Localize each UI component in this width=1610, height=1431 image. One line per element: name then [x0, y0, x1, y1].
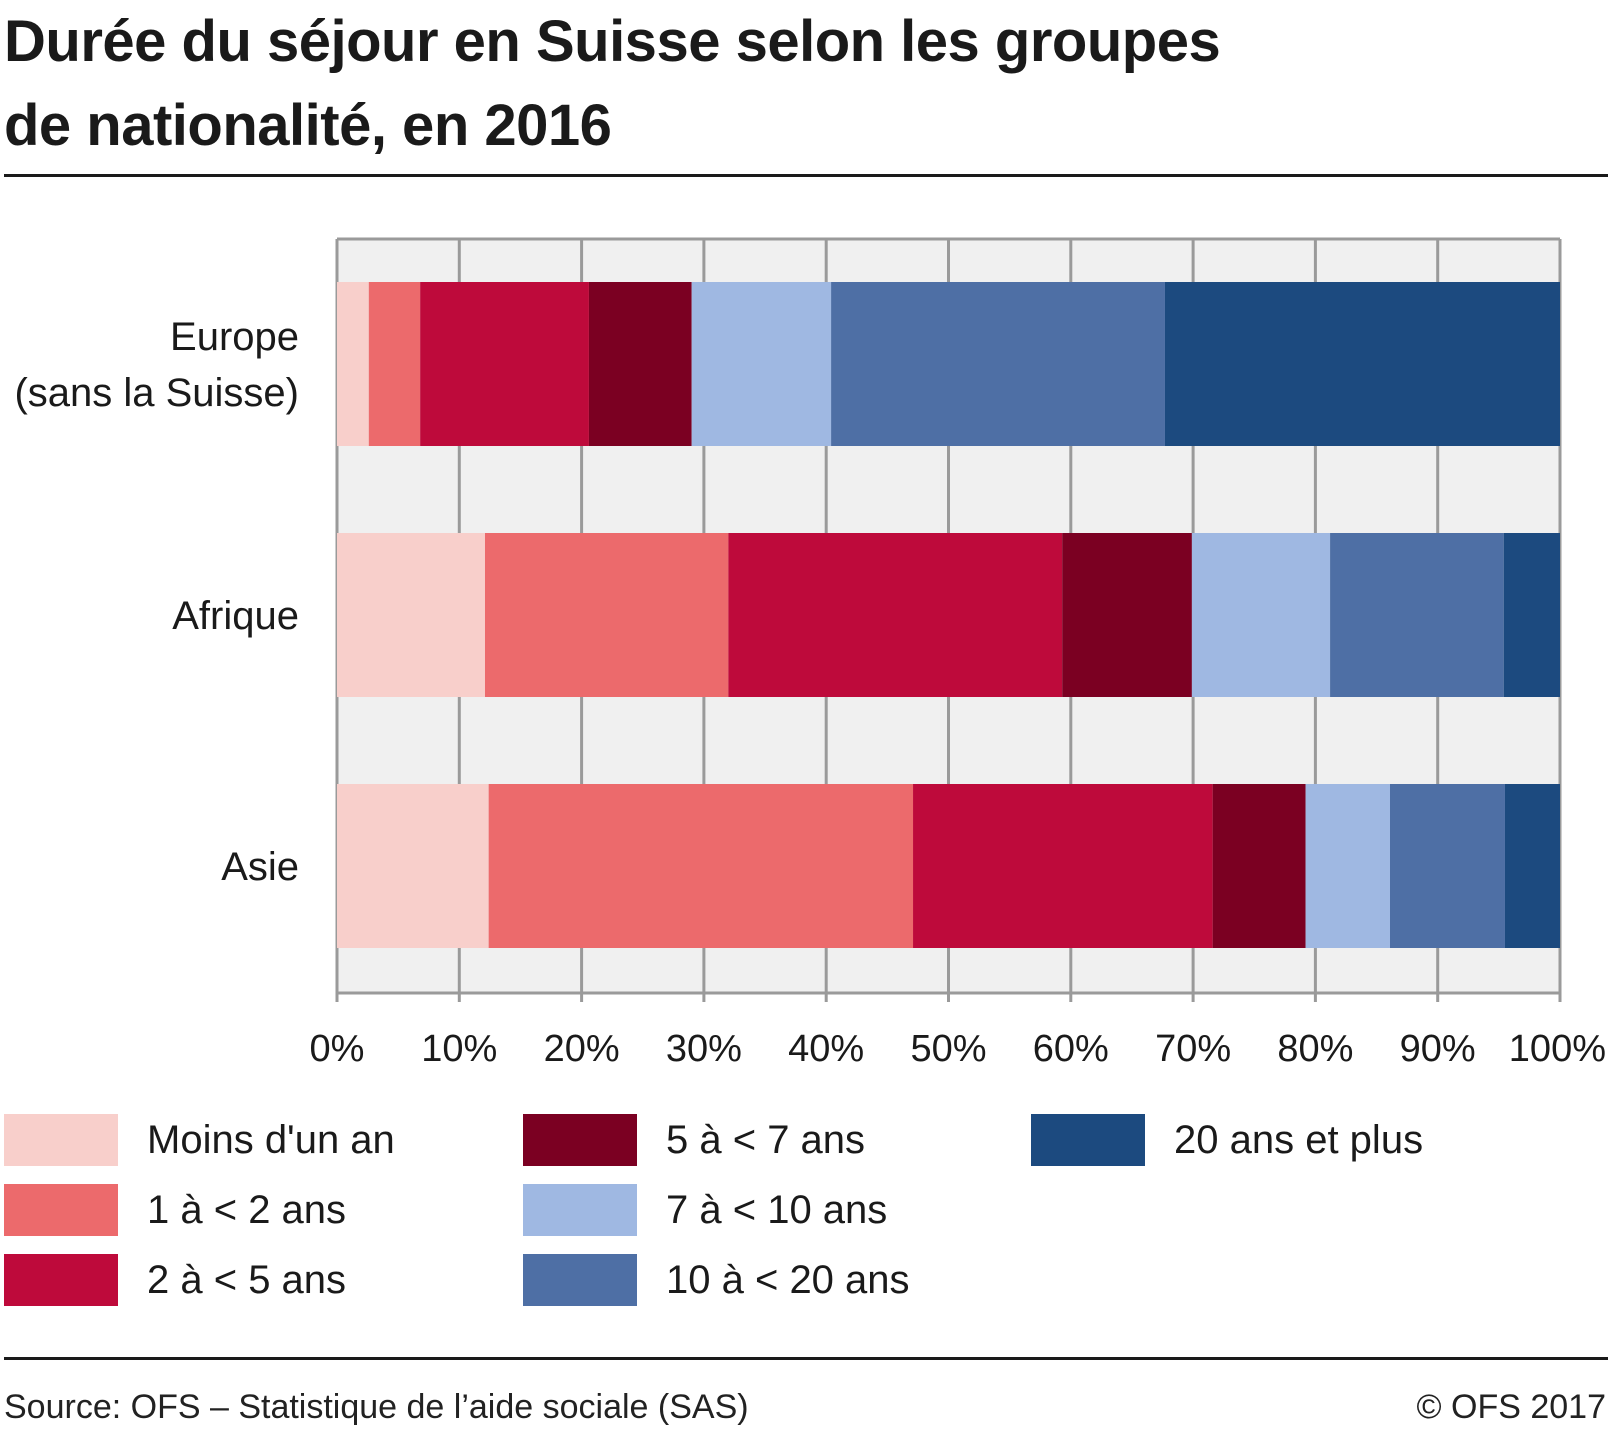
x-tick-label: 10%: [421, 1028, 497, 1070]
bar-segment: [337, 282, 369, 446]
x-tick-label: 70%: [1155, 1028, 1231, 1070]
bar-segment: [1062, 533, 1192, 697]
bar-segment: [337, 784, 489, 948]
bar-segment: [1330, 533, 1504, 697]
top-divider: [4, 174, 1608, 177]
x-tick-label: 0%: [310, 1028, 365, 1070]
bar-segment: [484, 533, 729, 697]
bottom-divider: [4, 1357, 1608, 1360]
legend-swatch: [523, 1254, 637, 1306]
legend-swatch: [523, 1184, 637, 1236]
bar-segment: [420, 282, 589, 446]
x-tick-label: 100%: [1509, 1028, 1606, 1070]
bar-segment: [1191, 533, 1331, 697]
bar-segment: [368, 282, 421, 446]
bar-segment: [1504, 784, 1560, 948]
source-note: Source: OFS – Statistique de l’aide soci…: [4, 1388, 749, 1426]
bar-segment: [1212, 784, 1306, 948]
bar-segment: [1164, 282, 1560, 446]
legend-label: Moins d'un an: [147, 1118, 395, 1162]
legend-label: 5 à < 7 ans: [666, 1118, 866, 1162]
legend-label: 10 à < 20 ans: [666, 1258, 910, 1302]
stacked-bar-chart: Europe (sans la Suisse) Afrique Asie 0% 10% 2…: [14, 237, 1606, 1070]
x-tick-labels: 0% 10% 20% 30% 40% 50% 60% 70% 80% 90% 100%: [310, 1028, 1606, 1070]
x-tick-label: 80%: [1277, 1028, 1353, 1070]
bar-segment: [1390, 784, 1505, 948]
bar-segment: [337, 533, 485, 697]
chart-title-line-1: Durée du séjour en Suisse selon les grou…: [4, 9, 1221, 74]
x-tick-label: 30%: [666, 1028, 742, 1070]
legend-swatch: [523, 1114, 637, 1166]
bar-segment: [588, 282, 692, 446]
category-label: Europe (sans la Suisse): [14, 315, 299, 415]
x-tick-label: 90%: [1400, 1028, 1476, 1070]
copyright-note: © OFS 2017: [1416, 1388, 1606, 1426]
x-tick-label: 60%: [1033, 1028, 1109, 1070]
legend-swatch: [4, 1254, 118, 1306]
bar-segment: [1305, 784, 1391, 948]
bar-segment: [691, 282, 832, 446]
category-label: Asie: [221, 845, 299, 889]
bar-segment: [728, 533, 1063, 697]
bar-segment: [1503, 533, 1560, 697]
bar-segment: [488, 784, 914, 948]
legend-swatch: [4, 1184, 118, 1236]
bar-segment: [913, 784, 1213, 948]
bars: [337, 282, 1560, 948]
bar-segment: [831, 282, 1165, 446]
chart-title: Durée du séjour en Suisse selon les grou…: [4, 0, 1504, 168]
legend-label: 7 à < 10 ans: [666, 1188, 888, 1232]
category-label: Afrique: [172, 594, 299, 638]
x-tick-label: 50%: [910, 1028, 986, 1070]
legend-label: 2 à < 5 ans: [147, 1258, 347, 1302]
category-labels: Europe (sans la Suisse) Afrique Asie: [14, 315, 299, 889]
legend-label: 1 à < 2 ans: [147, 1188, 347, 1232]
chart-title-line-2: de nationalité, en 2016: [4, 93, 612, 158]
legend-label: 20 ans et plus: [1174, 1118, 1424, 1162]
legend-swatch: [4, 1114, 118, 1166]
x-tick-label: 40%: [788, 1028, 864, 1070]
x-tick-label: 20%: [544, 1028, 620, 1070]
legend-swatch: [1031, 1114, 1145, 1166]
